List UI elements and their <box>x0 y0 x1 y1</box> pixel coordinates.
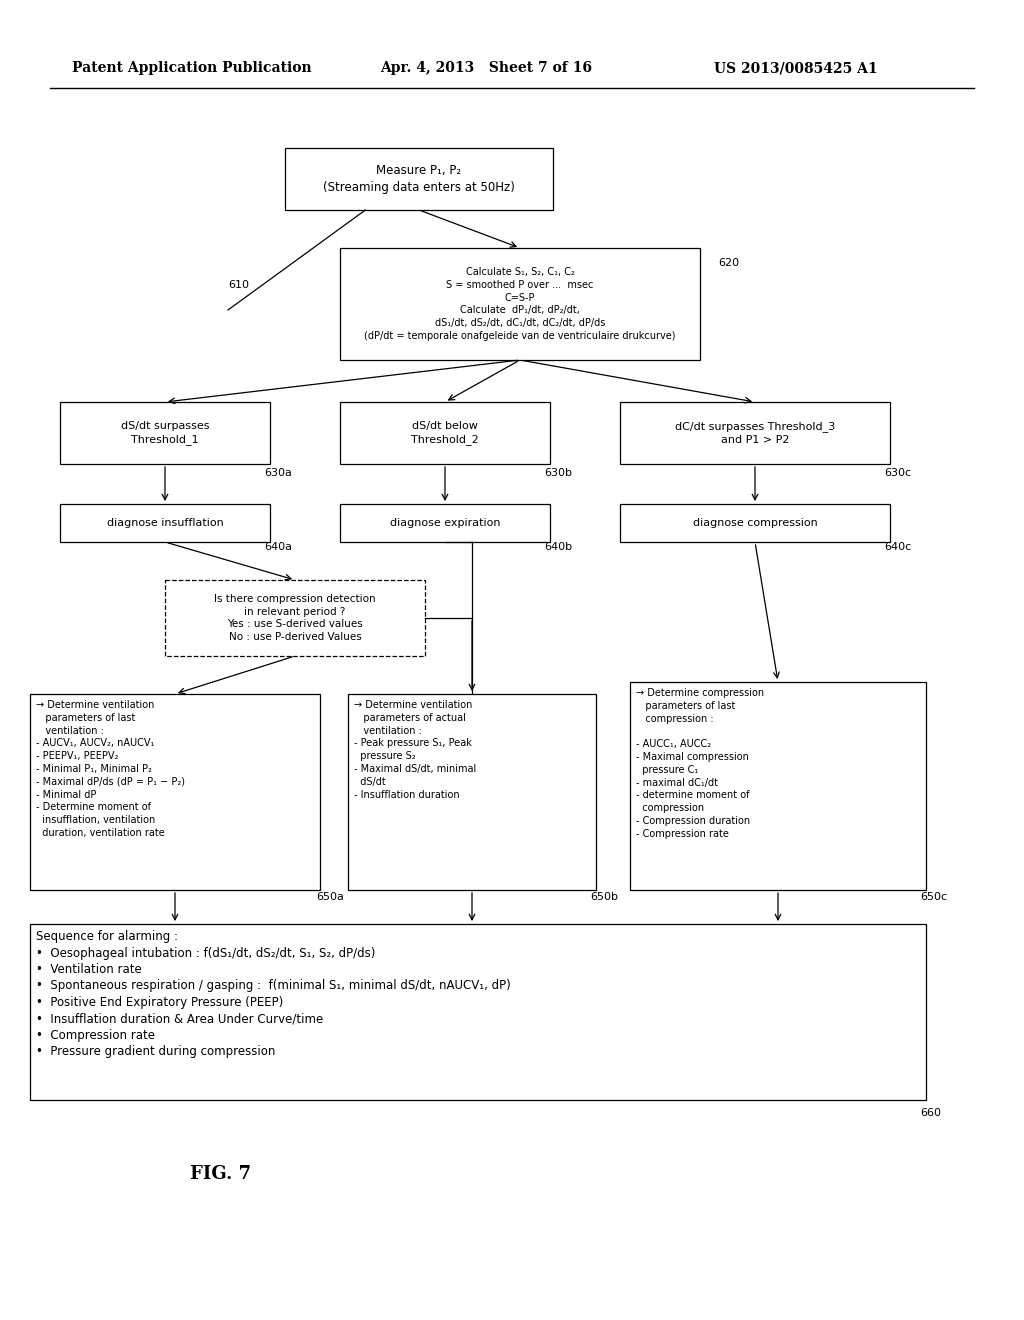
Bar <box>340 504 550 543</box>
Text: Sequence for alarming :
•  Oesophageal intubation : f(dS₁/dt, dS₂/dt, S₁, S₂, dP: Sequence for alarming : • Oesophageal in… <box>36 931 511 1059</box>
Text: 610: 610 <box>228 280 249 290</box>
Text: 650c: 650c <box>920 892 947 902</box>
Text: 650b: 650b <box>590 892 618 902</box>
Text: → Determine ventilation
   parameters of last
   ventilation :
- AUCV₁, AUCV₂, n: → Determine ventilation parameters of la… <box>36 700 185 838</box>
Text: Apr. 4, 2013   Sheet 7 of 16: Apr. 4, 2013 Sheet 7 of 16 <box>380 61 592 75</box>
Bar <box>30 924 926 1100</box>
Text: 630a: 630a <box>264 469 292 478</box>
Text: Calculate S₁, S₂, C₁, C₂
S = smoothed P over ...  msec
C=S-P
Calculate  dP₁/dt, : Calculate S₁, S₂, C₁, C₂ S = smoothed P … <box>365 267 676 341</box>
Text: 630b: 630b <box>544 469 572 478</box>
Bar <box>630 682 926 890</box>
Bar <box>30 694 319 890</box>
Bar <box>340 403 550 465</box>
Text: dS/dt surpasses
Threshold_1: dS/dt surpasses Threshold_1 <box>121 421 209 445</box>
Text: 660: 660 <box>920 1107 941 1118</box>
Text: → Determine ventilation
   parameters of actual
   ventilation :
- Peak pressure: → Determine ventilation parameters of ac… <box>354 700 476 800</box>
Bar <box>620 403 890 465</box>
Text: 640a: 640a <box>264 543 292 552</box>
Bar <box>60 403 270 465</box>
Bar <box>620 504 890 543</box>
Text: 630c: 630c <box>884 469 911 478</box>
Text: dC/dt surpasses Threshold_3
and P1 > P2: dC/dt surpasses Threshold_3 and P1 > P2 <box>675 421 836 445</box>
Text: → Determine compression
   parameters of last
   compression :

- AUCC₁, AUCC₂
-: → Determine compression parameters of la… <box>636 688 764 838</box>
Bar <box>340 248 700 360</box>
Text: FIG. 7: FIG. 7 <box>190 1166 251 1183</box>
Text: diagnose compression: diagnose compression <box>692 517 817 528</box>
Bar <box>348 694 596 890</box>
Text: 640b: 640b <box>544 543 572 552</box>
Bar <box>285 148 553 210</box>
Text: 620: 620 <box>718 257 739 268</box>
Text: diagnose expiration: diagnose expiration <box>390 517 501 528</box>
Text: Patent Application Publication: Patent Application Publication <box>72 61 311 75</box>
Text: dS/dt below
Threshold_2: dS/dt below Threshold_2 <box>411 421 479 445</box>
Text: 650a: 650a <box>316 892 344 902</box>
Text: US 2013/0085425 A1: US 2013/0085425 A1 <box>714 61 878 75</box>
Bar <box>60 504 270 543</box>
Text: Measure P₁, P₂
(Streaming data enters at 50Hz): Measure P₁, P₂ (Streaming data enters at… <box>323 164 515 194</box>
Text: Is there compression detection
in relevant period ?
Yes : use S-derived values
N: Is there compression detection in releva… <box>214 594 376 643</box>
Text: 640c: 640c <box>884 543 911 552</box>
Text: diagnose insufflation: diagnose insufflation <box>106 517 223 528</box>
Bar <box>165 579 425 656</box>
